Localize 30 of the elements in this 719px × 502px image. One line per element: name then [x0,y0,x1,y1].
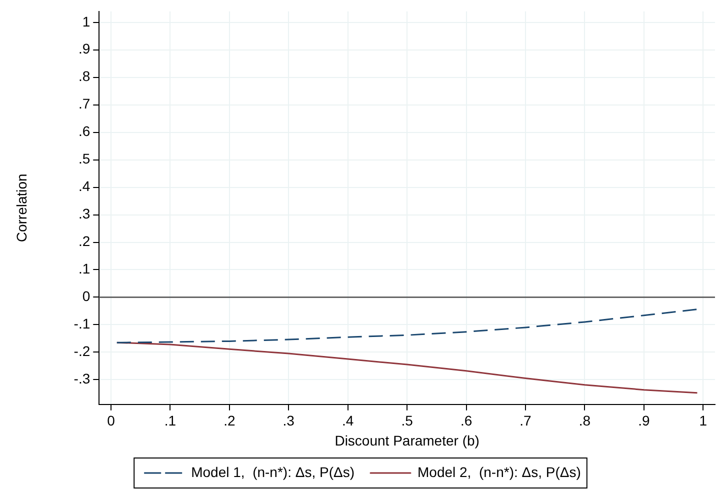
x-tick-label: 1 [699,412,708,429]
x-tick-label: .3 [282,412,295,429]
y-tick-label: .2 [78,233,90,250]
x-tick-label: 0 [107,412,116,429]
x-axis-title: Discount Parameter (b) [334,432,480,448]
x-tick-label: .9 [638,412,650,429]
x-tick-label: .5 [401,412,414,429]
y-tick-label: 1 [82,13,90,30]
x-tick-label: .8 [578,412,591,429]
legend-label: Model 2, (n-n*): Δs, P(Δs) [418,464,581,480]
y-tick-label: .8 [78,68,90,84]
y-tick-label: 0 [82,288,90,304]
y-tick-label: .3 [78,206,90,222]
y-tick-label: .7 [78,96,90,112]
y-tick-label: .4 [78,178,90,194]
y-tick-label: .5 [78,150,90,167]
y-tick-label: -.1 [74,316,90,332]
legend-label: Model 1, (n-n*): Δs, P(Δs) [191,464,354,480]
y-tick-label: .9 [78,40,90,57]
y-tick-label: -.2 [74,343,90,360]
y-tick-label: .6 [78,123,90,140]
y-axis-title: Correlation [13,174,30,242]
y-tick-label: -.3 [74,370,90,387]
y-tick-label: .1 [78,260,90,277]
x-tick-label: .2 [224,412,236,429]
x-tick-label: .4 [342,412,354,429]
x-tick-label: .6 [460,412,472,429]
x-tick-label: .7 [520,412,532,429]
x-tick-label: .1 [164,412,176,429]
line-series [116,308,698,344]
